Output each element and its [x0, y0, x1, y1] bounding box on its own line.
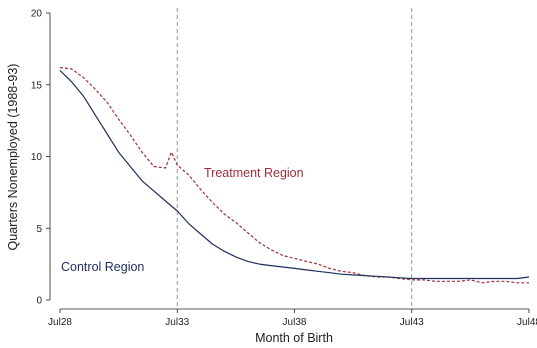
y-tick-label: 0: [36, 296, 42, 307]
x-tick-label: Jul28: [48, 317, 72, 328]
y-axis-title: Quarters Nonemployed (1988-93): [6, 64, 20, 251]
annotation-control-region: Control Region: [61, 260, 144, 274]
x-tick-label: Jul48: [517, 317, 537, 328]
y-tick-label: 20: [31, 9, 43, 20]
x-tick-label: Jul33: [165, 317, 189, 328]
series-line-treatment-region: [59, 66, 529, 284]
annotation-treatment-region: Treatment Region: [204, 166, 304, 180]
x-tick-label: Jul43: [400, 317, 424, 328]
x-tick-label: Jul38: [283, 317, 307, 328]
y-ticks: 0 5 10 15 20: [31, 9, 50, 307]
series-line-control-region: [59, 69, 530, 280]
y-tick-label: 5: [36, 224, 42, 235]
x-ticks: Jul28 Jul33 Jul38 Jul43 Jul48: [48, 309, 537, 328]
x-axis-title: Month of Birth: [255, 331, 333, 345]
y-tick-label: 15: [31, 80, 43, 91]
series-layer: [59, 66, 530, 284]
reference-lines: [176, 8, 413, 309]
y-tick-label: 10: [31, 152, 43, 163]
